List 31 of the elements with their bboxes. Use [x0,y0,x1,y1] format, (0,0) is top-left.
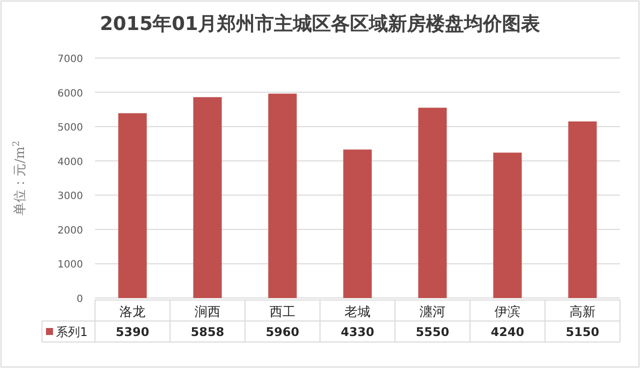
bar [268,94,297,298]
x-tick-label: 涧西 [194,305,220,320]
bar [568,121,597,298]
bar [343,150,372,298]
y-tick-label: 2000 [58,225,83,236]
data-label: 5960 [266,325,300,339]
data-label: 5550 [416,325,450,339]
x-tick-label: 西工 [270,305,296,320]
y-tick-label: 5000 [58,122,83,134]
y-tick-label: 1000 [58,260,83,271]
bar [193,97,222,298]
legend-label: 系列1 [56,325,88,339]
x-tick-label: 老城 [344,305,370,320]
data-label: 4240 [490,325,524,339]
x-tick-label: 伊滨 [494,304,520,320]
data-label: 5390 [116,325,150,339]
bar [493,152,522,298]
data-label: 5150 [566,325,600,339]
data-label: 5858 [190,325,224,339]
x-tick-label: 洛龙 [120,305,146,320]
data-label: 4330 [340,325,374,339]
chart-title: 2015年01月郑州市主城区各区域新房楼盘均价图表 [100,13,542,35]
y-tick-label: 3000 [58,191,83,202]
y-tick-label: 6000 [58,88,83,100]
y-tick-label: 7000 [58,54,83,65]
bar [118,113,147,298]
x-tick-label: 瀍河 [420,305,446,320]
bar [418,108,447,298]
x-tick-label: 高新 [570,304,596,320]
y-tick-label: 0 [76,294,83,305]
y-tick-label: 4000 [58,156,83,168]
